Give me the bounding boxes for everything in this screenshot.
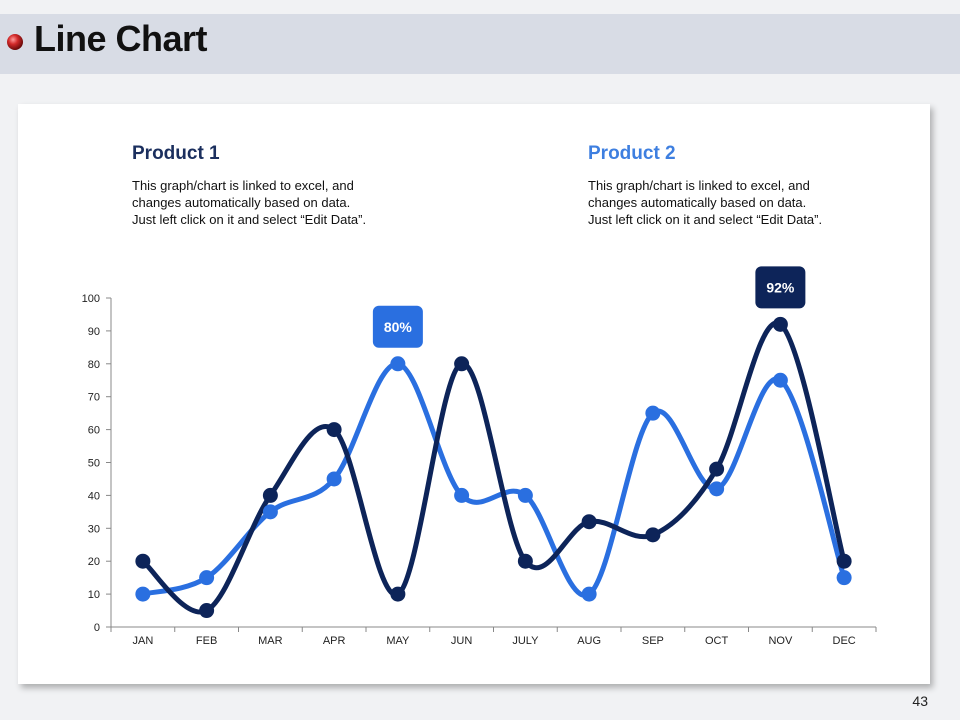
- data-point-product-1: [326, 422, 342, 438]
- series-line-product-2: [140, 361, 847, 598]
- red-sphere-icon: [7, 34, 23, 50]
- x-tick-label: OCT: [705, 635, 729, 647]
- x-tick-label: AUG: [577, 635, 601, 647]
- data-point-product-2: [645, 405, 661, 421]
- x-tick-label: DEC: [833, 635, 856, 647]
- y-tick-label: 40: [88, 490, 100, 502]
- data-point-product-1: [199, 603, 215, 619]
- page-number: 43: [912, 693, 928, 709]
- data-point-product-1: [517, 553, 533, 569]
- product-2-description: This graph/chart is linked to excel, and…: [588, 178, 823, 227]
- product-2-heading: Product 2: [588, 143, 676, 164]
- data-point-product-2: [262, 504, 278, 520]
- data-point-product-2: [454, 487, 470, 503]
- data-point-product-2: [199, 570, 215, 586]
- y-tick-label: 30: [88, 523, 100, 535]
- series-line-product-1: [140, 320, 847, 615]
- y-tick-label: 60: [88, 425, 100, 437]
- data-point-product-1: [454, 356, 470, 372]
- data-point-product-2: [517, 487, 533, 503]
- data-point-product-1: [390, 586, 406, 602]
- data-point-product-2: [135, 586, 151, 602]
- y-tick-label: 80: [88, 359, 100, 371]
- y-tick-label: 100: [82, 293, 100, 305]
- data-point-product-2: [581, 586, 597, 602]
- data-point-product-1: [836, 553, 852, 569]
- x-tick-label: JUN: [451, 635, 472, 647]
- product-1-heading: Product 1: [132, 143, 220, 164]
- content-panel: [18, 104, 930, 684]
- x-tick-label: JULY: [512, 635, 539, 647]
- x-tick-label: FEB: [196, 635, 217, 647]
- y-tick-label: 50: [88, 458, 100, 470]
- y-tick-label: 90: [88, 326, 100, 338]
- page-title: Line Chart: [34, 18, 208, 59]
- data-point-product-1: [581, 514, 597, 530]
- data-point-product-2: [390, 356, 406, 372]
- x-tick-label: MAR: [258, 635, 283, 647]
- callout-label: 80%: [384, 319, 413, 335]
- x-tick-label: MAY: [386, 635, 410, 647]
- y-tick-label: 0: [94, 622, 100, 634]
- x-tick-label: NOV: [768, 635, 793, 647]
- data-point-product-2: [709, 481, 725, 497]
- data-point-product-1: [645, 527, 661, 543]
- x-tick-label: SEP: [642, 635, 664, 647]
- product-1-description: This graph/chart is linked to excel, and…: [132, 178, 367, 227]
- y-tick-label: 10: [88, 589, 100, 601]
- callout-box: [372, 305, 423, 348]
- x-tick-label: APR: [323, 635, 346, 647]
- data-point-product-1: [709, 461, 725, 477]
- y-tick-label: 70: [88, 392, 100, 404]
- title-bar: [0, 14, 960, 74]
- data-point-product-1: [772, 316, 788, 332]
- callout-box: [755, 266, 806, 309]
- data-point-product-2: [326, 471, 342, 487]
- data-point-product-1: [135, 553, 151, 569]
- y-tick-label: 20: [88, 556, 100, 568]
- data-point-product-2: [772, 372, 788, 388]
- data-point-product-2: [836, 570, 852, 586]
- callout-label: 92%: [766, 279, 795, 295]
- data-point-product-1: [262, 487, 278, 503]
- x-tick-label: JAN: [132, 635, 153, 647]
